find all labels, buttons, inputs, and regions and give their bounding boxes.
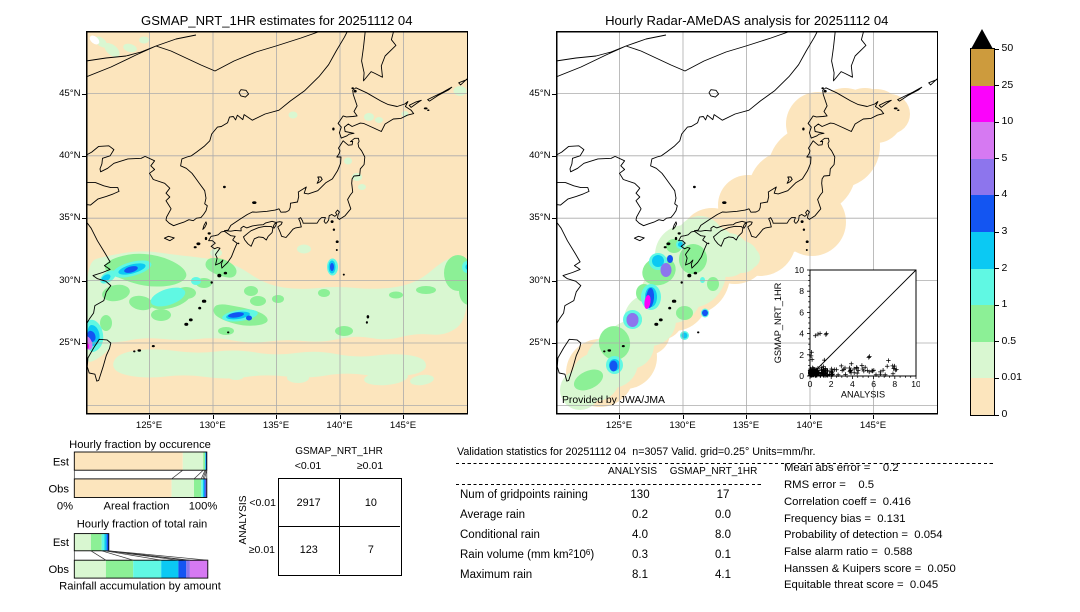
svg-text:10: 10 xyxy=(911,379,920,389)
svg-text:8: 8 xyxy=(892,379,897,389)
svg-text:0%: 0% xyxy=(57,501,73,513)
svg-text:Areal fraction: Areal fraction xyxy=(104,501,170,513)
svg-text:6: 6 xyxy=(799,307,804,317)
svg-text:100%: 100% xyxy=(189,501,218,513)
svg-text:Est: Est xyxy=(53,457,70,469)
svg-text:8: 8 xyxy=(799,286,804,296)
svg-text:Obs: Obs xyxy=(48,484,69,496)
svg-text:2: 2 xyxy=(799,350,804,360)
svg-text:ANALYSIS: ANALYSIS xyxy=(841,390,885,400)
svg-text:Rainfall accumulation by amoun: Rainfall accumulation by amount xyxy=(59,581,222,593)
svg-text:0: 0 xyxy=(808,379,813,389)
svg-text:0: 0 xyxy=(799,371,804,381)
svg-text:Est: Est xyxy=(53,537,70,549)
svg-text:Obs: Obs xyxy=(48,564,69,576)
svg-text:10: 10 xyxy=(794,265,804,275)
svg-text:GSMAP_NRT_1HR: GSMAP_NRT_1HR xyxy=(773,282,783,363)
svg-text:4: 4 xyxy=(799,329,804,339)
svg-text:4: 4 xyxy=(850,379,855,389)
svg-text:2: 2 xyxy=(829,379,834,389)
svg-text:Hourly fraction of total rain: Hourly fraction of total rain xyxy=(77,519,208,531)
svg-text:6: 6 xyxy=(871,379,876,389)
svg-text:Hourly fraction by occurence: Hourly fraction by occurence xyxy=(69,439,211,451)
